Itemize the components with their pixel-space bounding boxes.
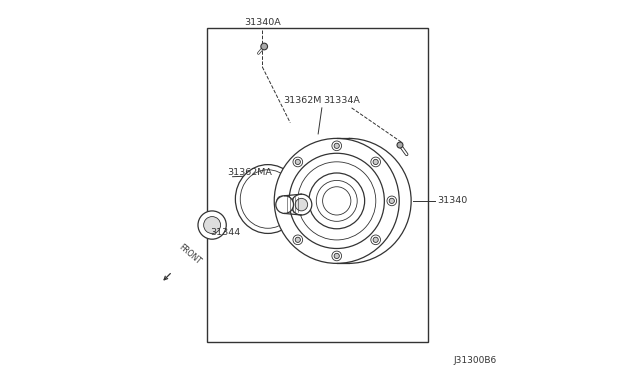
Ellipse shape <box>236 164 300 234</box>
Circle shape <box>323 187 351 215</box>
Circle shape <box>277 196 287 206</box>
Circle shape <box>334 143 339 148</box>
Circle shape <box>371 157 381 167</box>
Text: FRONT: FRONT <box>177 243 203 267</box>
Circle shape <box>334 253 339 259</box>
Ellipse shape <box>240 170 296 228</box>
Circle shape <box>295 198 308 211</box>
Circle shape <box>293 235 303 245</box>
Text: 31340: 31340 <box>437 196 467 205</box>
Text: 31344: 31344 <box>211 228 241 237</box>
Text: 31334A: 31334A <box>323 96 360 105</box>
Circle shape <box>198 211 227 239</box>
Circle shape <box>298 162 376 240</box>
Circle shape <box>332 251 342 261</box>
Circle shape <box>332 141 342 151</box>
Circle shape <box>293 157 303 167</box>
Circle shape <box>387 196 397 206</box>
Circle shape <box>289 153 385 248</box>
Circle shape <box>261 43 268 50</box>
Text: 31340A: 31340A <box>244 18 281 27</box>
Text: J31300B6: J31300B6 <box>454 356 497 365</box>
Circle shape <box>316 180 357 221</box>
Circle shape <box>295 237 300 243</box>
Circle shape <box>397 142 403 148</box>
Circle shape <box>309 173 365 229</box>
Circle shape <box>373 237 378 243</box>
Text: 31362M: 31362M <box>283 96 321 105</box>
Circle shape <box>295 159 300 164</box>
Text: 31362MA: 31362MA <box>227 169 272 177</box>
Circle shape <box>371 235 381 245</box>
Circle shape <box>389 198 394 203</box>
Circle shape <box>204 217 221 234</box>
Circle shape <box>279 198 284 203</box>
Circle shape <box>276 196 294 214</box>
Circle shape <box>291 194 312 215</box>
Circle shape <box>275 138 399 263</box>
Bar <box>207 28 428 342</box>
Circle shape <box>373 159 378 164</box>
